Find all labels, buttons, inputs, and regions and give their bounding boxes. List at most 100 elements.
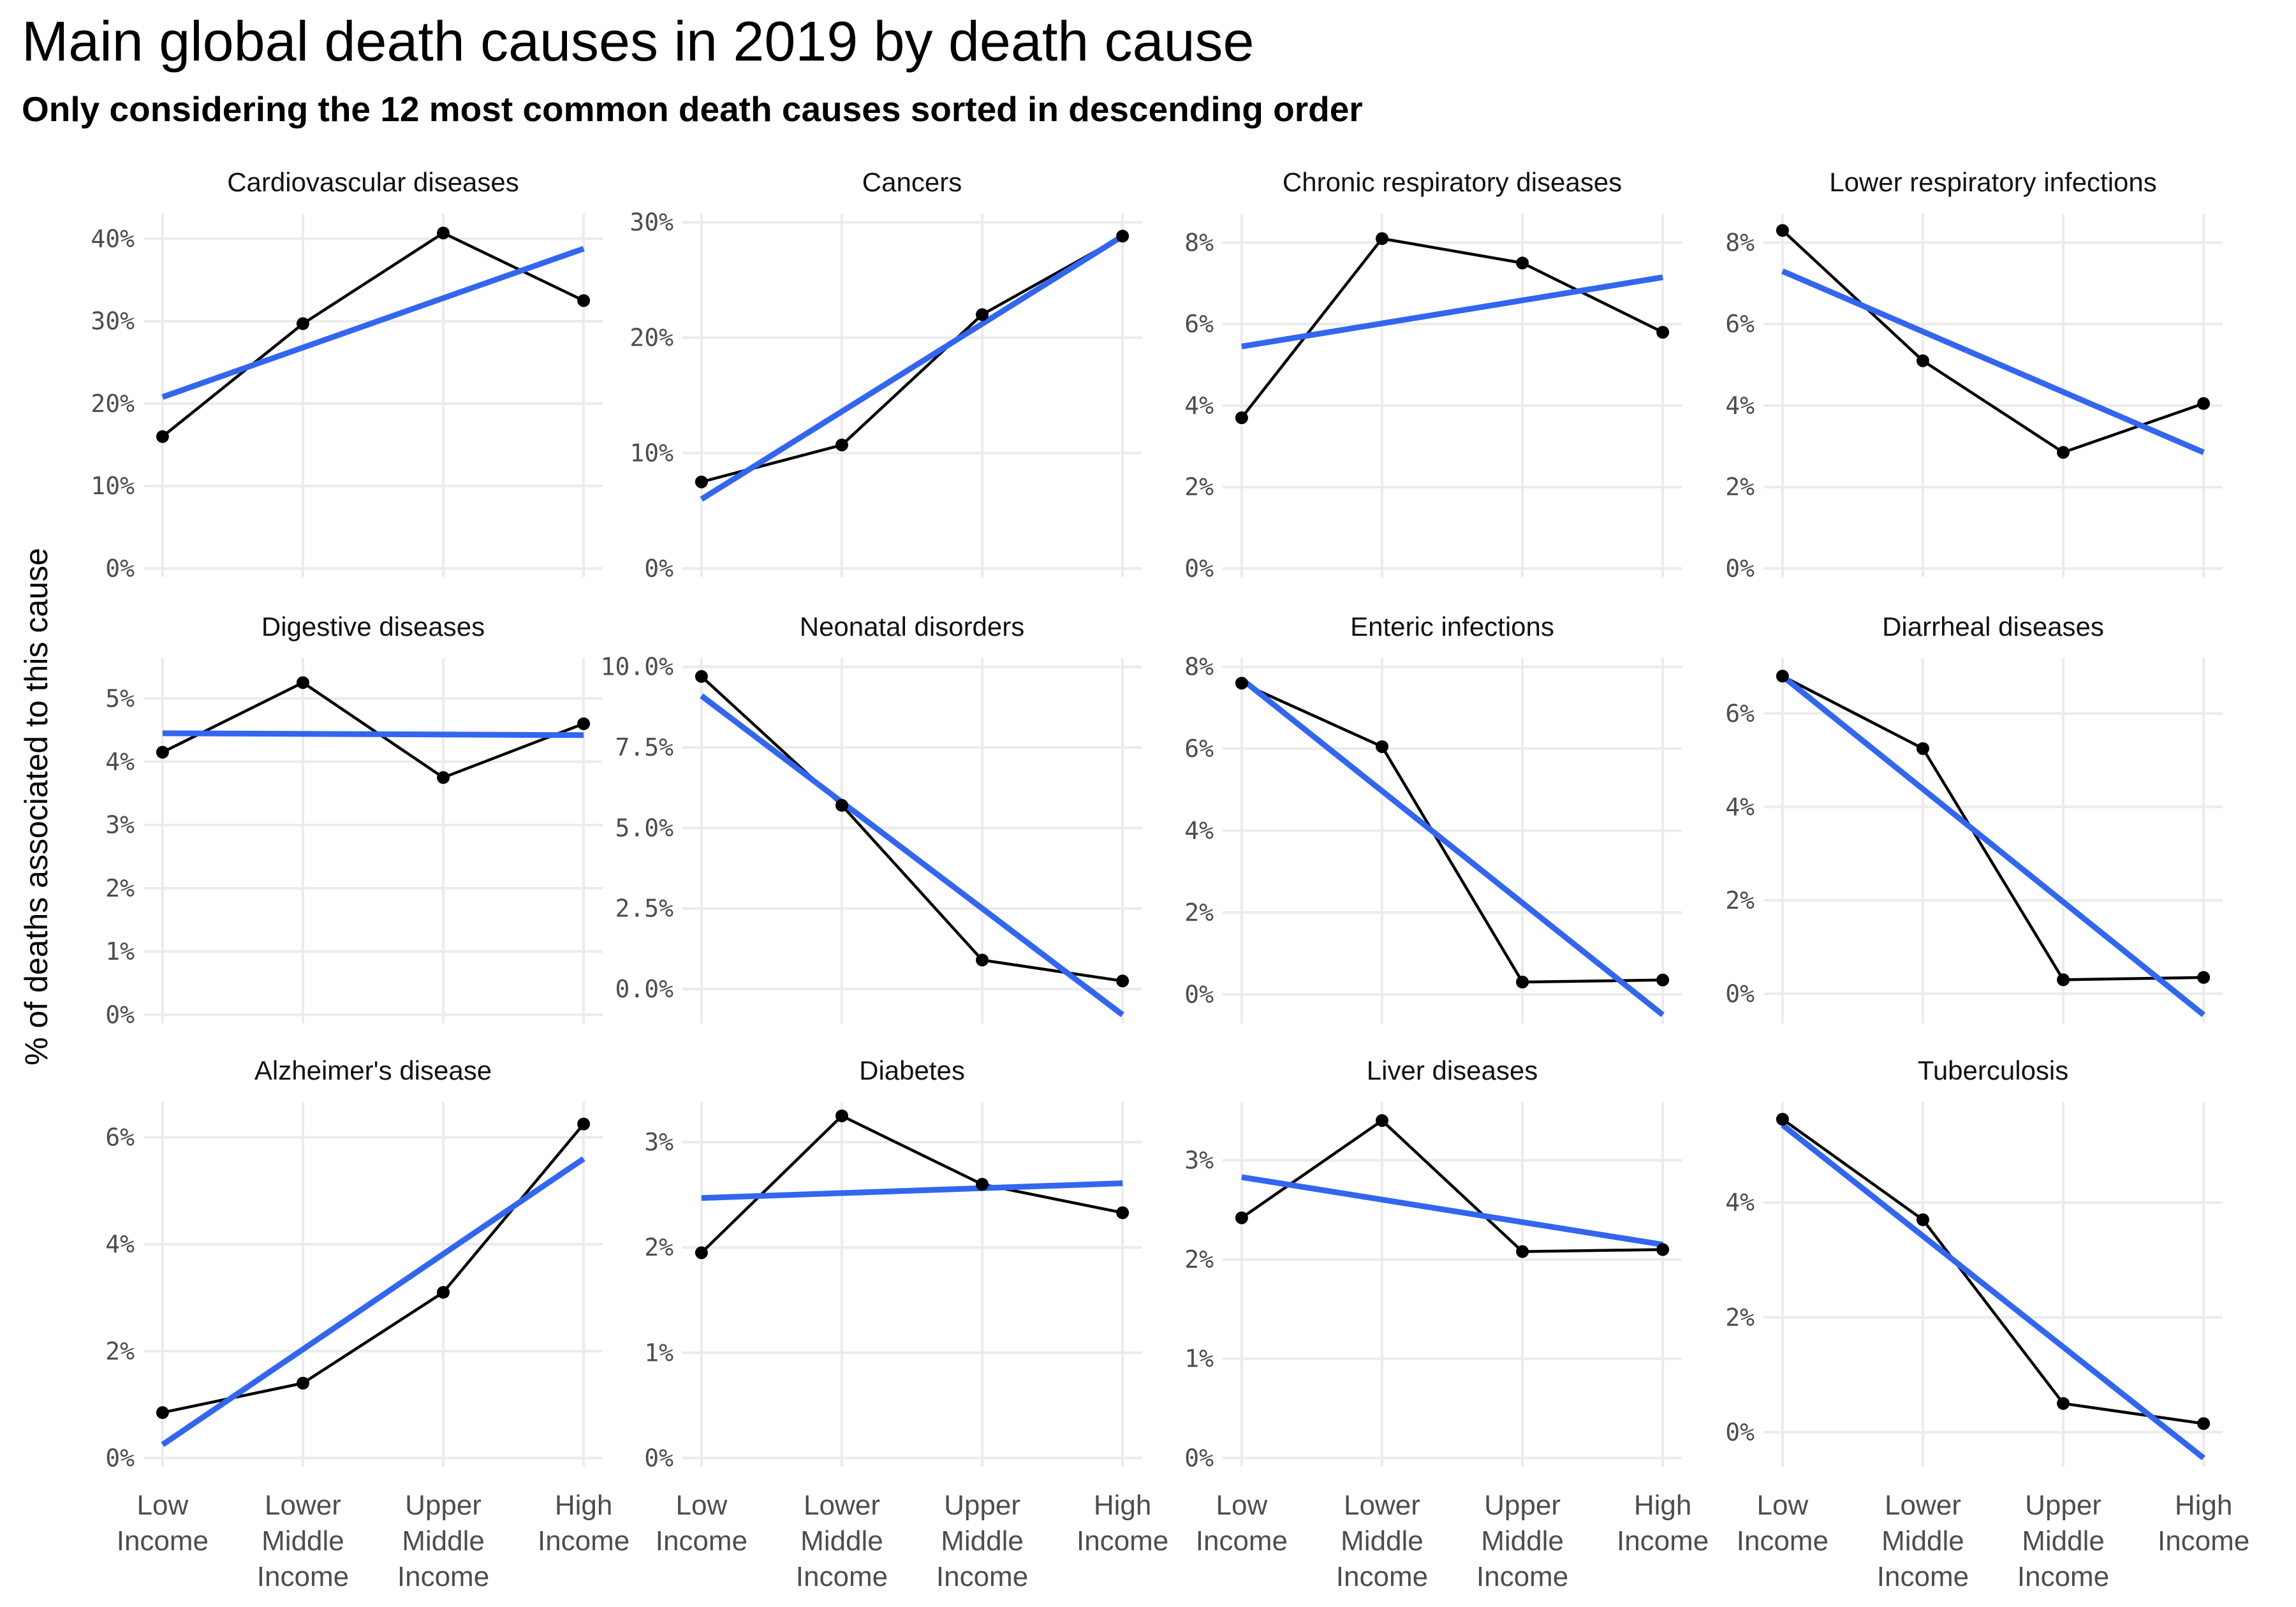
data-point bbox=[577, 294, 591, 307]
y-tick-label: 0% bbox=[1184, 1444, 1214, 1472]
x-tick-label-line: Income bbox=[1737, 1525, 1829, 1557]
facet-panel: Diarrheal diseases 0% 2% 4% 6% bbox=[1725, 612, 2223, 1024]
data-point bbox=[1235, 677, 1248, 690]
x-tick-label-line: Middle bbox=[2022, 1525, 2105, 1557]
chart-subtitle: Only considering the 12 most common deat… bbox=[22, 89, 1363, 129]
x-tick-label-line: Income bbox=[936, 1561, 1028, 1592]
y-tick-label: 4% bbox=[1725, 1189, 1755, 1217]
panel-title: Cancers bbox=[862, 167, 962, 197]
trend-line bbox=[161, 246, 585, 400]
y-tick-label: 0% bbox=[1184, 980, 1214, 1008]
x-tick-label: High Income bbox=[1617, 1490, 1709, 1557]
data-point bbox=[1116, 230, 1130, 243]
y-tick-label: 3% bbox=[1184, 1146, 1214, 1174]
x-tick-label-line: Income bbox=[656, 1525, 747, 1557]
observed-series-line bbox=[161, 681, 584, 779]
x-tick-label: Upper Middle Income bbox=[2017, 1490, 2109, 1592]
y-tick-label: 30% bbox=[629, 209, 673, 237]
y-tick-label: 2% bbox=[1184, 899, 1214, 927]
data-point bbox=[1656, 326, 1670, 339]
trend-line bbox=[1781, 673, 2205, 1017]
panel-title: Lower respiratory infections bbox=[1829, 167, 2157, 197]
y-tick-label: 0% bbox=[1725, 980, 1755, 1008]
x-tick-label-line: Lower bbox=[804, 1490, 880, 1521]
y-tick-label: 4% bbox=[1725, 392, 1755, 420]
facet-panel: Enteric infections 0% 2% 4% 6% 8% bbox=[1184, 612, 1682, 1024]
x-tick-label: Upper Middle Income bbox=[936, 1490, 1028, 1592]
y-tick-label: 0% bbox=[1725, 554, 1755, 582]
data-point bbox=[1656, 973, 1670, 987]
data-point bbox=[1776, 670, 1789, 683]
x-tick-label: High Income bbox=[1077, 1490, 1168, 1557]
y-tick-label: 2% bbox=[105, 1337, 135, 1365]
x-tick-label: High Income bbox=[538, 1490, 629, 1557]
data-point bbox=[296, 676, 309, 689]
data-point bbox=[1776, 224, 1789, 237]
x-tick-label-line: Income bbox=[538, 1525, 629, 1557]
data-point bbox=[2197, 1417, 2211, 1430]
x-tick-label-line: Middle bbox=[1341, 1525, 1424, 1557]
y-tick-label: 4% bbox=[1725, 793, 1755, 821]
observed-series-line bbox=[1240, 237, 1664, 419]
x-tick-label-line: Income bbox=[1476, 1561, 1568, 1592]
data-point bbox=[156, 745, 169, 759]
data-point bbox=[577, 1117, 591, 1131]
y-tick-label: 4% bbox=[105, 747, 135, 775]
observed-series-line bbox=[1240, 1119, 1663, 1253]
y-tick-label: 20% bbox=[629, 324, 673, 352]
facet-panel: Tuberculosis 0% 2% 4% Low Income Lower Middle In… bbox=[1725, 1055, 2249, 1592]
data-point bbox=[1116, 974, 1130, 988]
y-tick-label: 1% bbox=[1184, 1345, 1214, 1373]
data-point bbox=[1375, 740, 1388, 753]
y-tick-label: 2% bbox=[105, 874, 135, 902]
y-tick-label: 40% bbox=[91, 224, 135, 253]
panel-title: Alzheimer's disease bbox=[254, 1055, 492, 1085]
facet-grid: Cardiovascular diseases 0% 10% 20% 30% 40% Can… bbox=[91, 167, 2249, 1592]
panel-title: Chronic respiratory diseases bbox=[1283, 167, 1622, 197]
trend-line bbox=[1241, 1174, 1663, 1248]
data-point bbox=[296, 1377, 309, 1390]
data-point bbox=[1656, 1243, 1670, 1256]
y-tick-label: 8% bbox=[1184, 653, 1214, 681]
data-point bbox=[976, 953, 989, 967]
facet-panel: Cardiovascular diseases 0% 10% 20% 30% 40% bbox=[91, 167, 603, 582]
y-tick-label: 5% bbox=[105, 684, 135, 712]
y-tick-label: 2% bbox=[1725, 1303, 1755, 1332]
facet-panel: Neonatal disorders 0.0% 2.5% 5.0% 7.5% 10.0% bbox=[601, 612, 1142, 1024]
y-tick-label: 8% bbox=[1184, 229, 1214, 257]
y-tick-label: 6% bbox=[105, 1124, 135, 1152]
x-tick-label-line: Upper bbox=[1484, 1490, 1561, 1521]
y-tick-label: 10% bbox=[91, 472, 135, 500]
facet-panel: Liver diseases 0% 1% 2% 3% Low Income Lower Midd… bbox=[1184, 1055, 1709, 1592]
x-tick-label-line: Income bbox=[1877, 1561, 1969, 1592]
panel-title: Neonatal disorders bbox=[800, 612, 1025, 642]
x-tick-label: Low Income bbox=[656, 1490, 747, 1557]
y-tick-label: 20% bbox=[91, 390, 135, 418]
data-point bbox=[695, 1246, 708, 1259]
x-tick-label-line: High bbox=[1634, 1490, 1692, 1521]
trend-line bbox=[700, 693, 1124, 1017]
y-tick-label: 2% bbox=[1184, 473, 1214, 501]
data-point bbox=[1375, 1114, 1388, 1127]
x-tick-label-line: Income bbox=[796, 1561, 888, 1592]
x-tick-label-line: Lower bbox=[1885, 1490, 1961, 1521]
y-tick-label: 0% bbox=[1184, 554, 1214, 582]
facet-panel: Digestive diseases 0% 1% 2% 3% 4% 5% bbox=[105, 612, 603, 1029]
x-tick-label-line: Upper bbox=[2025, 1490, 2101, 1521]
data-point bbox=[1916, 742, 1929, 755]
trend-line bbox=[162, 730, 584, 738]
observed-series-line bbox=[1781, 229, 2204, 454]
observed-series-line bbox=[700, 675, 1123, 983]
observed-series-line bbox=[1781, 1118, 2204, 1425]
data-point bbox=[1916, 354, 1929, 367]
x-tick-label-line: Low bbox=[1757, 1490, 1809, 1521]
x-tick-label: Lower Middle Income bbox=[796, 1490, 888, 1592]
x-tick-label-line: Upper bbox=[944, 1490, 1020, 1521]
y-tick-label: 8% bbox=[1725, 229, 1755, 257]
observed-series-line bbox=[701, 235, 1124, 483]
y-tick-label: 6% bbox=[1725, 700, 1755, 728]
x-tick-label-line: Income bbox=[1617, 1525, 1709, 1557]
data-point bbox=[835, 1109, 848, 1122]
x-tick-label-line: High bbox=[1094, 1490, 1152, 1521]
data-point bbox=[437, 771, 450, 784]
